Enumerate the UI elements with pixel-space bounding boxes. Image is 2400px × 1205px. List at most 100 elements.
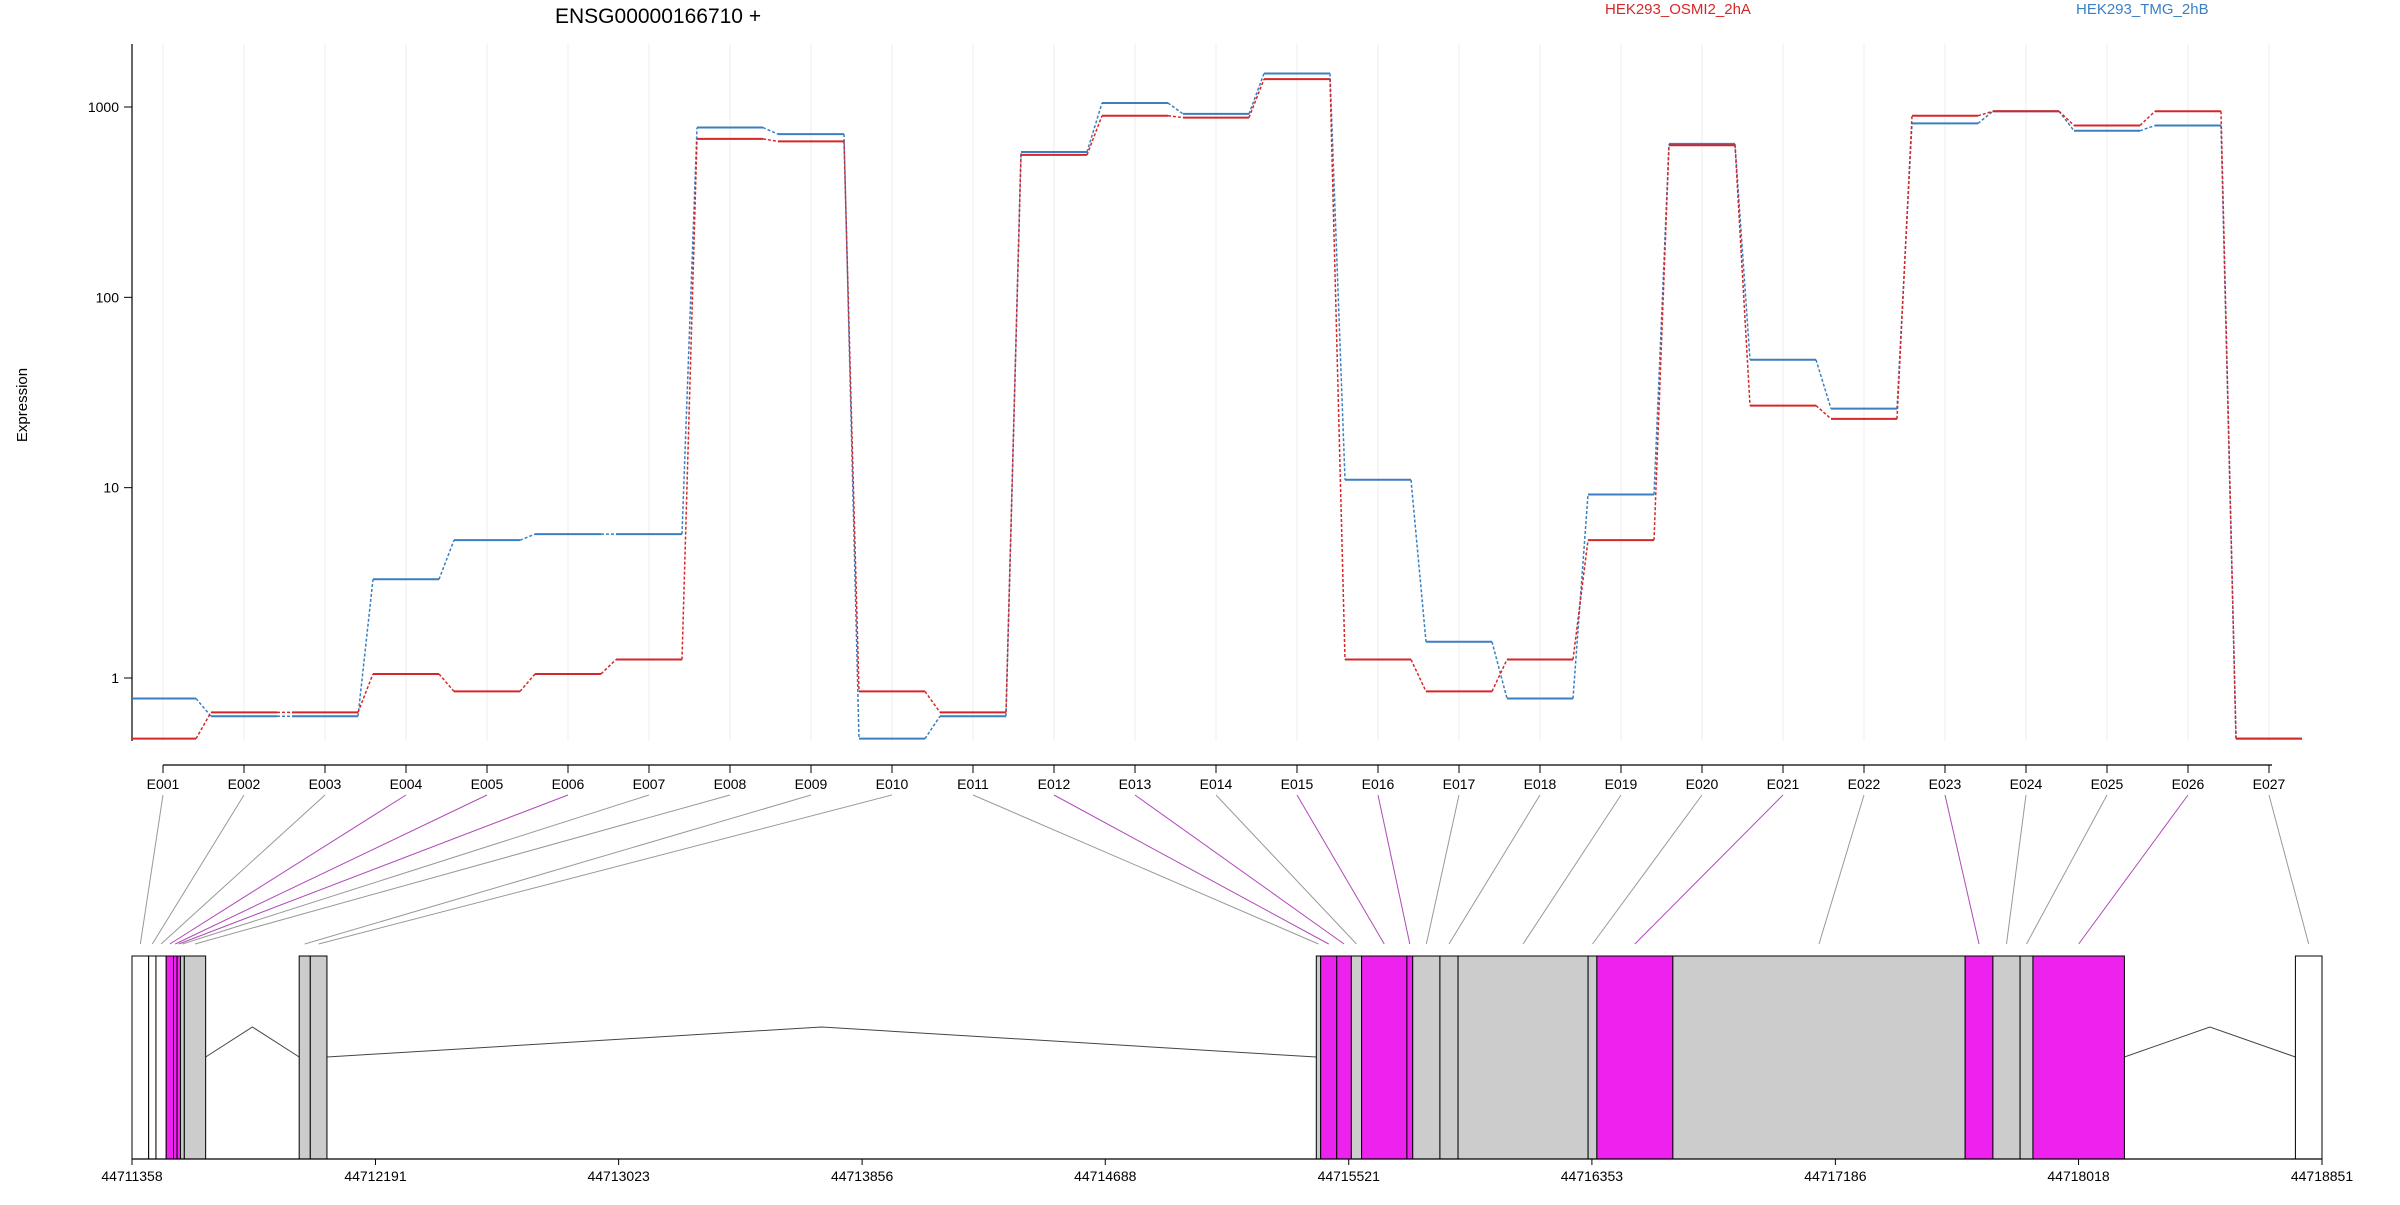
exon-e022 bbox=[1672, 955, 1966, 1160]
connector-e021 bbox=[1634, 794, 1784, 945]
intron-1 bbox=[205, 1026, 300, 1058]
series-tmg-link-e016 bbox=[1410, 479, 1427, 642]
series-osmi2-link-e001 bbox=[195, 711, 212, 740]
y-ticks: 1 10 100 1000 bbox=[88, 99, 132, 686]
x-tick-label-e023: E023 bbox=[1929, 776, 1962, 792]
series-osmi2-link-e018 bbox=[1572, 540, 1589, 660]
exon-e005 bbox=[173, 955, 178, 1160]
x-tick-label-e027: E027 bbox=[2253, 776, 2286, 792]
series-tmg-link-e008 bbox=[762, 126, 779, 135]
connector-e005 bbox=[175, 794, 488, 945]
x-tick-label-e002: E002 bbox=[228, 776, 261, 792]
x-tick-label-e013: E013 bbox=[1119, 776, 1152, 792]
connector-e018 bbox=[1448, 794, 1541, 945]
exon-e025 bbox=[2019, 955, 2034, 1160]
series-tmg-link-e018 bbox=[1572, 494, 1589, 699]
series-osmi2-link-e006 bbox=[600, 659, 617, 675]
legend-entry-tmg: HEK293_TMG_2hB bbox=[2076, 1, 2209, 18]
exon-e008 bbox=[183, 955, 207, 1160]
series-tmg-link-e003 bbox=[357, 579, 374, 717]
y-tick-label-10: 10 bbox=[103, 480, 119, 496]
connector-e007 bbox=[182, 794, 650, 945]
coord-tick-label-44712191: 44712191 bbox=[344, 1168, 407, 1184]
series-tmg-link-e001 bbox=[195, 698, 212, 717]
exon-connector-lines bbox=[139, 794, 2310, 945]
connector-e025 bbox=[2026, 794, 2108, 945]
x-tick-label-e026: E026 bbox=[2172, 776, 2205, 792]
series-tmg-link-e020 bbox=[1734, 143, 1751, 360]
x-tick-label-e005: E005 bbox=[471, 776, 504, 792]
exon-e004 bbox=[165, 955, 175, 1160]
connector-e015 bbox=[1296, 794, 1385, 945]
exon-e014 bbox=[1350, 955, 1363, 1160]
exon-e010 bbox=[309, 955, 328, 1160]
connector-e011 bbox=[972, 794, 1319, 945]
series-osmi2-link-e008 bbox=[762, 138, 779, 143]
series-tmg-link-e021 bbox=[1815, 359, 1832, 409]
connector-e024 bbox=[2005, 794, 2027, 945]
connector-e006 bbox=[178, 794, 569, 945]
y-tick-label-1000: 1000 bbox=[88, 99, 119, 115]
x-tick-label-e008: E008 bbox=[714, 776, 747, 792]
coord-tick-label-44717186: 44717186 bbox=[1804, 1168, 1867, 1184]
exon-e020 bbox=[1587, 955, 1598, 1160]
series-tmg-link-e012 bbox=[1086, 102, 1103, 153]
x-tick-label-e016: E016 bbox=[1362, 776, 1395, 792]
chart-title: ENSG00000166710 + bbox=[555, 5, 761, 28]
x-tick-label-e019: E019 bbox=[1605, 776, 1638, 792]
vertical-grid bbox=[162, 44, 2270, 741]
exon-e018 bbox=[1439, 955, 1459, 1160]
series-osmi2-link-e004 bbox=[438, 673, 455, 692]
x-tick-label-e020: E020 bbox=[1686, 776, 1719, 792]
connector-e014 bbox=[1215, 794, 1357, 945]
y-tick-label-1: 1 bbox=[111, 670, 119, 686]
series-osmi2-link-e022 bbox=[1896, 115, 1913, 419]
exon-e021 bbox=[1596, 955, 1674, 1160]
series-osmi2-link-e024 bbox=[2058, 110, 2075, 126]
exon-e015 bbox=[1361, 955, 1408, 1160]
connector-e009 bbox=[304, 794, 812, 945]
x-tick-label-e012: E012 bbox=[1038, 776, 1071, 792]
coord-tick-label-44711358: 44711358 bbox=[101, 1168, 162, 1184]
exon-e006 bbox=[176, 955, 182, 1160]
x-ticks: E001 E002 E003 E004 E005 E006 E007 E008 E009 E010… bbox=[147, 765, 2286, 792]
coord-tick-label-44714688: 44714688 bbox=[1074, 1168, 1137, 1184]
x-tick-label-e010: E010 bbox=[876, 776, 909, 792]
x-tick-label-e025: E025 bbox=[2091, 776, 2124, 792]
connector-e002 bbox=[151, 794, 245, 945]
x-tick-label-e011: E011 bbox=[957, 776, 989, 792]
series-osmi2-link-e005 bbox=[519, 673, 536, 692]
connector-e020 bbox=[1592, 794, 1703, 945]
connector-e001 bbox=[139, 794, 164, 945]
series-osmi2-link-e020 bbox=[1734, 145, 1751, 406]
series-tmg-link-e023 bbox=[1977, 110, 1994, 124]
connector-e026 bbox=[2078, 794, 2189, 945]
y-axis-label: Expression bbox=[14, 368, 31, 442]
exon-e003 bbox=[155, 955, 167, 1160]
series-tmg-link-e010 bbox=[924, 715, 941, 740]
exon-e024 bbox=[1992, 955, 2021, 1160]
series-tmg-link-e025 bbox=[2139, 124, 2156, 132]
exon-e001 bbox=[131, 955, 150, 1160]
x-tick-label-e004: E004 bbox=[390, 776, 423, 792]
genomic-coordinate-axis: 44711358 44712191 44713023 44713856 44714688… bbox=[101, 1158, 2353, 1184]
coord-tick-label-44715521: 44715521 bbox=[1318, 1168, 1381, 1184]
connector-e003 bbox=[160, 794, 326, 945]
series-tmg-link-e007 bbox=[681, 127, 698, 535]
connector-e013 bbox=[1134, 794, 1345, 945]
x-tick-label-e022: E022 bbox=[1848, 776, 1881, 792]
x-tick-label-e024: E024 bbox=[2010, 776, 2043, 792]
coord-tick-label-44718018: 44718018 bbox=[2047, 1168, 2110, 1184]
legend-entry-osmi2: HEK293_OSMI2_2hA bbox=[1605, 1, 1751, 18]
series-osmi2-link-e007 bbox=[681, 138, 698, 660]
series-osmi2-link-e009 bbox=[843, 141, 860, 692]
connector-e004 bbox=[169, 794, 407, 945]
x-tick-label-e009: E009 bbox=[795, 776, 828, 792]
series-osmi2-link-e025 bbox=[2139, 110, 2156, 126]
x-tick-label-e006: E006 bbox=[552, 776, 585, 792]
series-lines bbox=[132, 72, 2302, 740]
exon-e009 bbox=[298, 955, 311, 1160]
series-tmg-link-e014 bbox=[1248, 73, 1265, 115]
